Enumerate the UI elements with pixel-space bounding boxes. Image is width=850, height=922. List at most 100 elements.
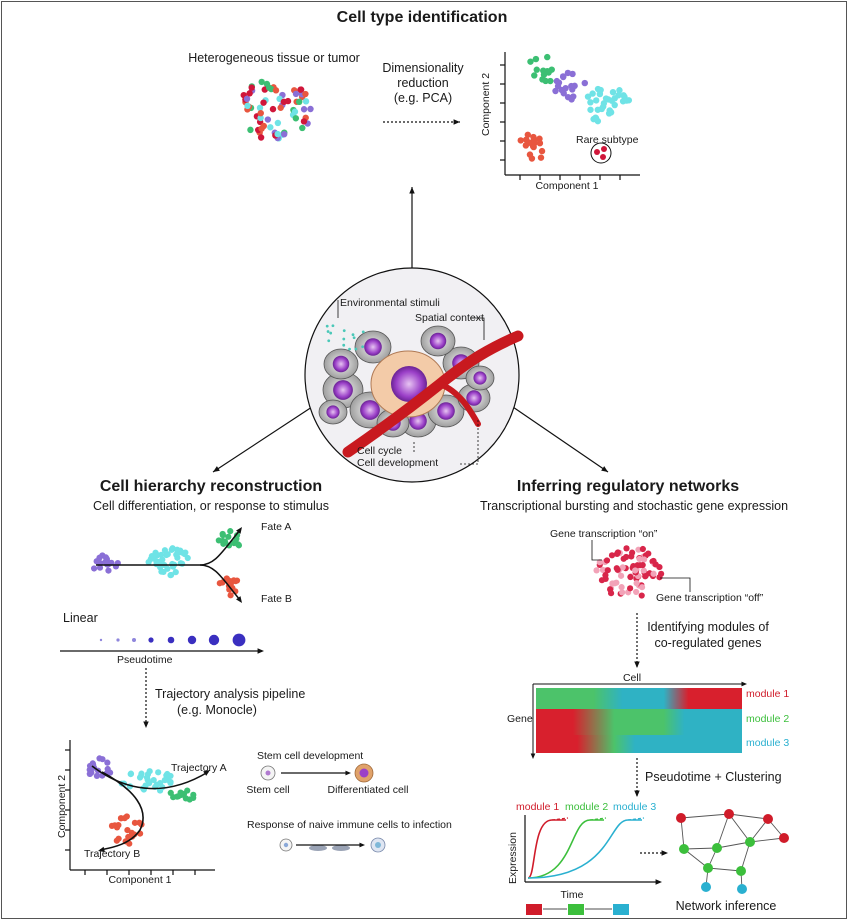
heatmap-cell-axis-arrowhead <box>741 681 747 687</box>
trajectory-green-dot <box>190 794 197 802</box>
pca-green-dot <box>547 77 554 85</box>
pathogen-icon <box>309 845 327 851</box>
trajectory-cyan-dot <box>167 772 174 780</box>
hierarchy-cyan-dot <box>167 572 174 579</box>
tissue-cell-dot <box>277 104 284 111</box>
rare-subtype-dot <box>600 154 606 160</box>
fate-a-arrowhead <box>236 527 242 534</box>
trajectory-green-dot <box>180 790 188 797</box>
hierarchy-orange-dot <box>232 578 239 585</box>
dividing-cell-nucleus <box>391 366 427 402</box>
network-node <box>736 866 746 876</box>
cell-nucleus <box>333 380 353 400</box>
tissue-cell-dot <box>243 95 251 103</box>
arrow-to-hierarchy-head <box>213 466 220 472</box>
trajectory-a-label: Trajectory A <box>171 762 227 774</box>
tissue-cell-dot <box>307 105 314 113</box>
gene-transcription-dot <box>618 584 625 591</box>
arrow-to-regulatory-head <box>601 466 608 472</box>
tissue-cell-dot <box>258 78 265 86</box>
trajectory-orange-dot <box>117 815 125 822</box>
trajectory-cyan-dot <box>146 768 153 775</box>
pca-green-dot <box>539 76 546 83</box>
dimred-arrow-head <box>453 119 460 125</box>
blood-vessel-branch <box>437 381 481 427</box>
tissue-cell-dot <box>302 98 310 105</box>
development-callout-line <box>460 418 479 465</box>
rare-subtype-label: Rare subtype <box>576 134 639 146</box>
gene-transcription-dot <box>642 573 649 580</box>
network-node <box>763 814 773 824</box>
pca-orange-dot <box>526 151 534 158</box>
hierarchy-purple-dot <box>90 565 98 572</box>
gene-transcription-dot <box>639 545 646 553</box>
hierarchy-green-dot <box>227 528 234 535</box>
pseudotime-dot <box>148 637 154 643</box>
gene-transcription-dot <box>650 570 657 577</box>
linear-label: Linear <box>63 611 98 625</box>
transcription-off-label: Gene transcription “off” <box>656 592 764 604</box>
network-node <box>724 809 734 819</box>
trajectory-orange-dot <box>124 826 131 834</box>
hierarchy-green-dot <box>215 537 222 544</box>
pca-orange-dot <box>525 139 533 146</box>
hierarchy-cyan-dot <box>181 550 188 558</box>
tissue-label: Heterogeneous tissue or tumor <box>188 51 360 65</box>
curve-module-2-label: module 2 <box>565 801 609 813</box>
pca-green-dot <box>527 58 534 65</box>
rare-subtype-dot <box>601 146 607 152</box>
trajectory-axis-x-label: Component 1 <box>108 874 172 886</box>
immune-response-label: Response of naive immune cells to infect… <box>247 819 452 831</box>
hierarchy-cyan-dot <box>179 560 186 567</box>
heatmap-row-module3 <box>536 735 742 753</box>
network-node <box>712 843 722 853</box>
gene-transcription-dot <box>627 573 634 581</box>
environmental-stimulus-dot <box>352 336 356 340</box>
trajectory-cyan-dot <box>155 769 162 776</box>
tissue-cell-dot <box>291 108 299 115</box>
heatmap-gene-label: Gene <box>507 713 533 725</box>
differentiated-cell-nucleus <box>359 768 369 778</box>
tissue-cell-dot <box>264 116 272 123</box>
pseudotime-dot <box>99 638 103 642</box>
gene-transcription-dot <box>633 588 640 596</box>
environmental-stimulus-dot <box>342 337 346 341</box>
gene-transcription-dot <box>656 574 663 581</box>
environmental-stimulus-dot <box>325 324 329 328</box>
tissue-cell-dot <box>274 130 281 138</box>
to-network-arrow-head <box>661 850 668 856</box>
hierarchy-purple-dot <box>105 567 112 574</box>
network-edge <box>707 867 742 872</box>
pca-green-dot <box>531 72 538 79</box>
fate-a-path <box>96 529 241 566</box>
gene-transcription-dot <box>608 552 616 559</box>
pca-purple-dot <box>568 82 575 90</box>
network-edge <box>680 817 685 850</box>
pca-green-dot <box>544 53 551 61</box>
gene-transcription-dot <box>633 580 640 587</box>
tissue-cell-dot <box>300 118 308 125</box>
tissue-cell-dot <box>292 115 300 122</box>
pca-cyan-dot <box>596 87 604 94</box>
cell-nucleus <box>326 405 340 419</box>
tissue-cell-dot <box>269 105 277 113</box>
tissue-cell-dot <box>246 90 253 97</box>
network-node <box>701 882 711 892</box>
trajectory-orange-dot <box>111 822 118 829</box>
pipeline-arrow-head <box>143 721 149 728</box>
modules-line2: co-regulated genes <box>654 636 762 650</box>
module3-dash <box>627 817 645 821</box>
tissue-cell-dot <box>244 102 251 110</box>
environmental-stimulus-dot <box>327 339 331 343</box>
pca-green-dot <box>545 69 552 76</box>
pca-purple-dot <box>581 79 588 87</box>
trajectory-b-label: Trajectory B <box>84 848 141 860</box>
hierarchy-purple-dot <box>96 564 104 571</box>
pca-orange-dot <box>537 154 545 161</box>
pipeline-line1: Trajectory analysis pipeline <box>155 687 306 701</box>
tissue-cell-dot <box>267 124 274 131</box>
fate-b-arrowhead <box>236 596 242 603</box>
tissue-cell-dot <box>281 131 288 138</box>
heatmap-module-2-label: module 2 <box>746 713 790 725</box>
network-inference-label: Network inference <box>675 899 777 913</box>
